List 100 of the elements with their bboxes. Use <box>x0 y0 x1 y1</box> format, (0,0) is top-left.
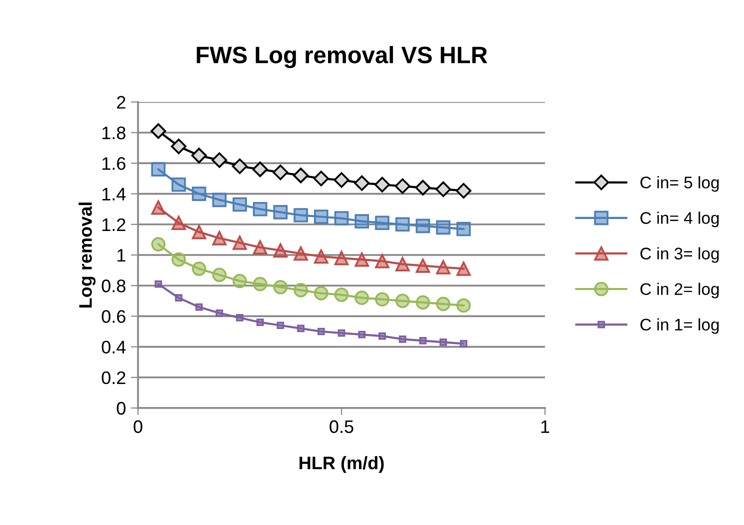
point <box>212 152 228 168</box>
point <box>294 246 308 261</box>
point <box>334 288 349 302</box>
point <box>252 240 268 255</box>
x-tick-label: 0.5 <box>330 420 354 434</box>
point <box>460 340 468 348</box>
point <box>456 262 471 276</box>
point <box>375 254 390 268</box>
point <box>151 162 166 176</box>
point <box>297 324 304 332</box>
point <box>436 260 450 274</box>
point <box>272 164 288 180</box>
point <box>276 322 284 330</box>
point <box>314 210 328 224</box>
legend-label: C in= 4 log <box>640 212 719 228</box>
y-tick-label: 0.6 <box>102 310 126 323</box>
y-tick-label: 1.6 <box>102 157 126 170</box>
point <box>212 192 227 208</box>
legend-label: C in 2= log <box>640 282 719 298</box>
point <box>151 237 166 252</box>
point <box>172 252 186 267</box>
y-tick-label: 1 <box>118 249 126 262</box>
point <box>192 224 206 240</box>
point <box>317 328 325 336</box>
point <box>456 298 471 313</box>
point <box>354 175 370 191</box>
point <box>252 162 268 178</box>
point <box>170 138 186 154</box>
point <box>378 332 386 340</box>
point <box>232 274 247 288</box>
point <box>175 294 182 302</box>
point <box>374 176 390 192</box>
point <box>314 249 328 264</box>
y-tick-label: 0 <box>116 402 126 415</box>
point <box>192 186 206 201</box>
point <box>436 220 450 235</box>
y-tick-label: 1.4 <box>102 188 126 200</box>
y-tick-label: 0.8 <box>102 280 126 292</box>
point <box>256 318 264 326</box>
x-tick-label: 0 <box>134 420 142 434</box>
point <box>354 290 370 305</box>
y-tick-label: 2 <box>117 96 126 109</box>
point <box>212 231 227 246</box>
point <box>191 148 207 164</box>
point <box>293 168 309 184</box>
point <box>354 214 370 228</box>
point <box>273 280 288 294</box>
point <box>172 216 186 230</box>
point <box>150 123 166 139</box>
point <box>334 211 349 226</box>
point <box>273 205 288 220</box>
point <box>375 292 390 307</box>
point <box>395 294 410 308</box>
point <box>354 252 370 267</box>
point <box>314 286 328 300</box>
point <box>456 182 472 199</box>
point <box>358 330 366 338</box>
legend-label: C in 3= log <box>640 247 719 263</box>
x-tick-label: 1 <box>541 420 550 433</box>
point <box>151 200 166 215</box>
point <box>232 236 247 250</box>
point <box>436 296 450 312</box>
point <box>273 243 288 258</box>
point <box>334 172 350 188</box>
point <box>334 250 349 266</box>
point <box>415 180 431 196</box>
point <box>172 177 186 192</box>
point <box>294 283 308 298</box>
point <box>338 329 346 337</box>
point <box>195 303 203 311</box>
point <box>236 314 244 322</box>
y-tick-label: 0.4 <box>102 340 126 354</box>
legend-label: C in 1= log <box>640 318 719 334</box>
point <box>416 295 430 310</box>
point <box>435 181 452 197</box>
y-tick-label: 1.8 <box>102 126 126 140</box>
point <box>212 268 227 282</box>
chart-title: FWS Log removal VS HLR <box>196 46 488 68</box>
point <box>440 338 447 346</box>
x-axis-title: HLR (m/d) <box>300 456 384 473</box>
point <box>456 222 471 236</box>
point <box>375 216 390 230</box>
point <box>216 309 224 317</box>
y-tick-label: 1.2 <box>102 218 126 231</box>
point <box>313 170 329 186</box>
point <box>294 208 308 222</box>
point <box>419 337 427 344</box>
point <box>232 158 248 174</box>
point <box>395 217 410 232</box>
y-tick-label: 0.2 <box>102 371 126 384</box>
point <box>416 218 430 234</box>
point <box>395 257 410 272</box>
point <box>252 202 268 216</box>
point <box>252 276 268 292</box>
point <box>232 197 247 212</box>
point <box>394 178 410 194</box>
point <box>398 335 406 343</box>
point <box>154 280 162 288</box>
point <box>192 262 206 276</box>
y-axis-title: Log removal <box>78 202 96 308</box>
